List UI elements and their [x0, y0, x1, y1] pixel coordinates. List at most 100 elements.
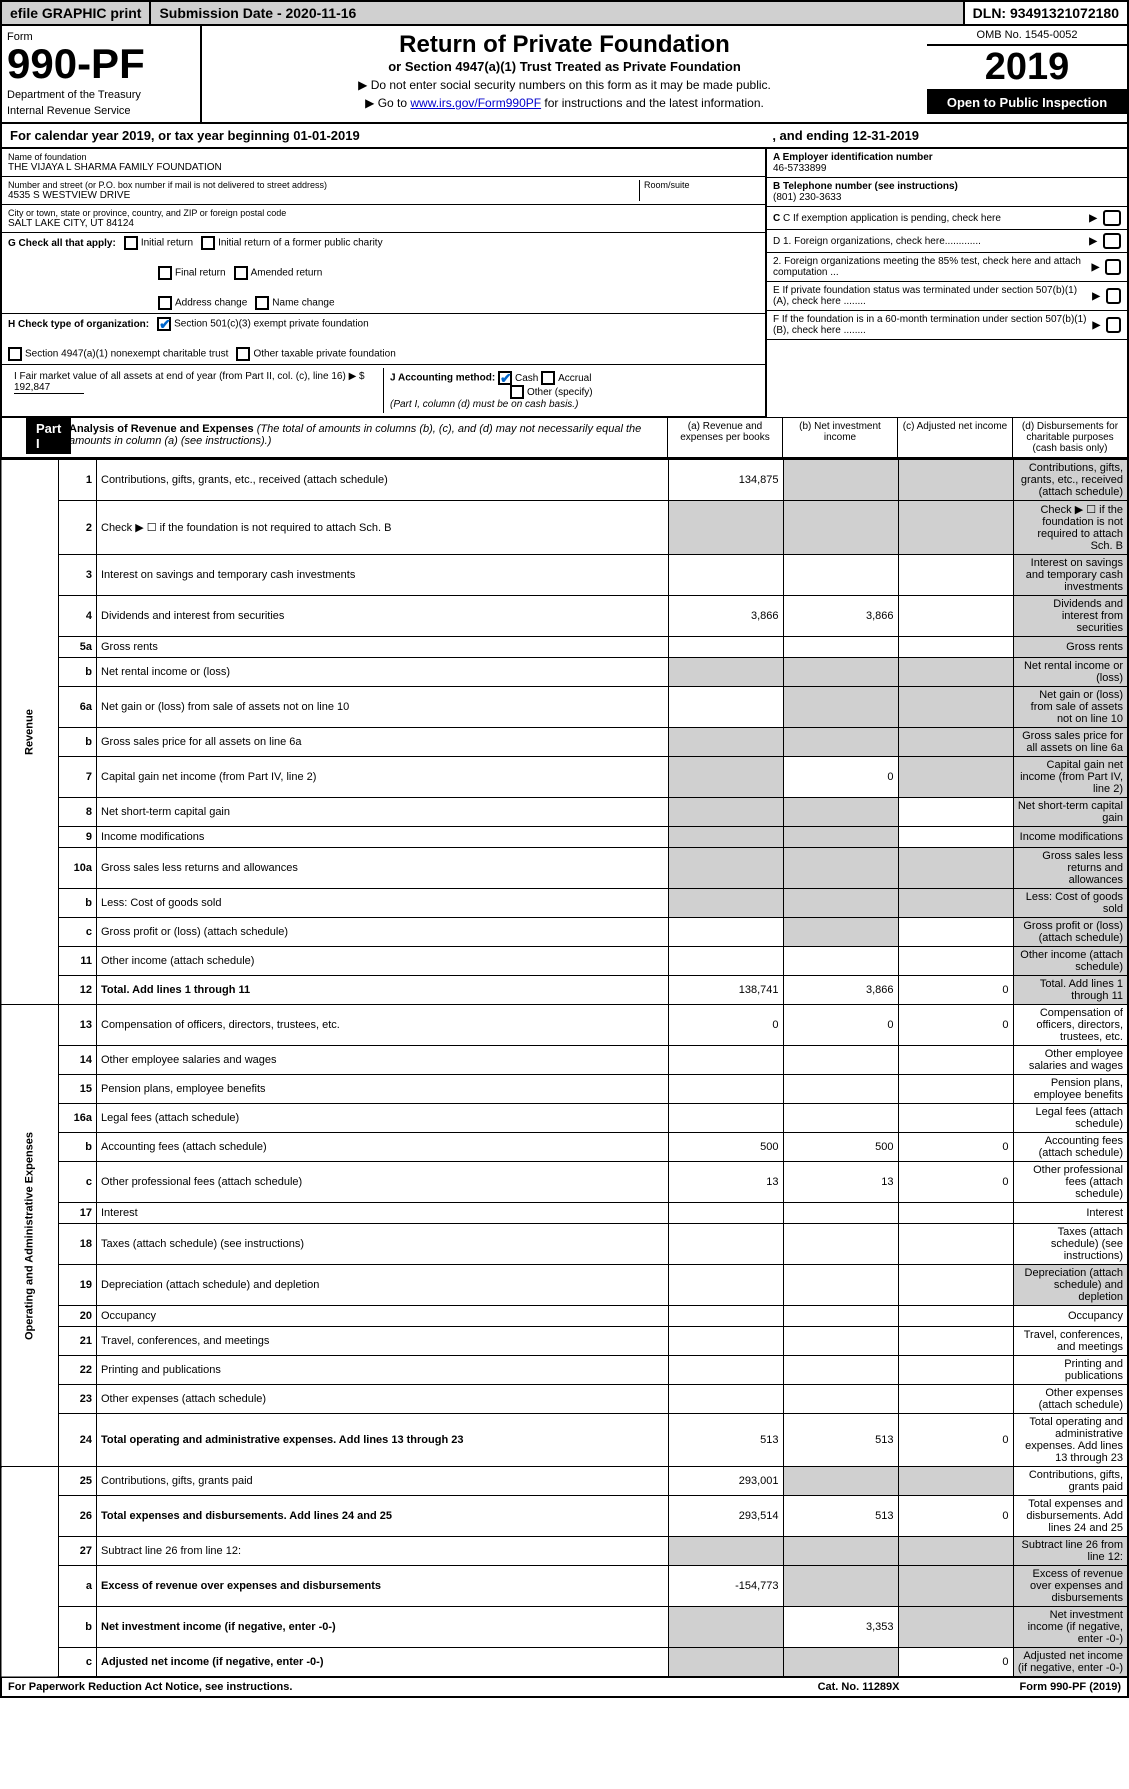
- line-description: Contributions, gifts, grants paid: [97, 1467, 669, 1496]
- cell-b: 0: [783, 1005, 898, 1046]
- cb-cash[interactable]: [498, 371, 512, 385]
- cell-c: [898, 1356, 1013, 1385]
- ein-value: 46-5733899: [773, 163, 1121, 174]
- table-row: 21Travel, conferences, and meetingsTrave…: [1, 1327, 1128, 1356]
- cb-accrual[interactable]: [541, 371, 555, 385]
- table-row: bGross sales price for all assets on lin…: [1, 728, 1128, 757]
- line-number: b: [59, 889, 97, 918]
- cb-501c3[interactable]: [157, 317, 171, 331]
- cell-d: Printing and publications: [1013, 1356, 1128, 1385]
- cb-e[interactable]: [1106, 288, 1121, 304]
- f-label: F If the foundation is in a 60-month ter…: [773, 314, 1087, 336]
- line-description: Total. Add lines 1 through 11: [97, 976, 669, 1005]
- cb-f[interactable]: [1106, 317, 1121, 333]
- street-address: 4535 S WESTVIEW DRIVE: [8, 190, 639, 201]
- cell-d: Legal fees (attach schedule): [1013, 1104, 1128, 1133]
- cell-c: [898, 918, 1013, 947]
- city-label: City or town, state or province, country…: [8, 208, 759, 218]
- cell-a: [668, 918, 783, 947]
- cb-address-change[interactable]: [158, 296, 172, 310]
- cb-other-taxable[interactable]: [236, 347, 250, 361]
- line-number: 16a: [59, 1104, 97, 1133]
- line-description: Income modifications: [97, 827, 669, 848]
- cell-c: [898, 1104, 1013, 1133]
- d2-label: 2. Foreign organizations meeting the 85%…: [773, 256, 1086, 278]
- cell-c: [898, 728, 1013, 757]
- cb-other-method[interactable]: [510, 385, 524, 399]
- cb-c[interactable]: [1103, 210, 1121, 226]
- phone-value: (801) 230-3633: [773, 192, 1121, 203]
- c-label: C If exemption application is pending, c…: [783, 213, 1001, 224]
- cell-d: Net rental income or (loss): [1013, 658, 1128, 687]
- table-row: 15Pension plans, employee benefitsPensio…: [1, 1075, 1128, 1104]
- cell-a: [668, 1648, 783, 1678]
- line-number: 1: [59, 460, 97, 501]
- cell-b: 500: [783, 1133, 898, 1162]
- cell-a: [668, 1224, 783, 1265]
- cb-4947[interactable]: [8, 347, 22, 361]
- table-row: 9Income modificationsIncome modification…: [1, 827, 1128, 848]
- line-description: Travel, conferences, and meetings: [97, 1327, 669, 1356]
- cell-b: 3,866: [783, 596, 898, 637]
- cell-d: Gross rents: [1013, 637, 1128, 658]
- cb-amended[interactable]: [234, 266, 248, 280]
- fmv-value: 192,847: [14, 382, 84, 394]
- table-row: bLess: Cost of goods soldLess: Cost of g…: [1, 889, 1128, 918]
- cell-c: 0: [898, 1648, 1013, 1678]
- line-description: Pension plans, employee benefits: [97, 1075, 669, 1104]
- cell-c: [898, 848, 1013, 889]
- j-label: J Accounting method:: [390, 373, 495, 384]
- cb-d2[interactable]: [1105, 259, 1121, 275]
- cell-a: 138,741: [668, 976, 783, 1005]
- table-row: 20OccupancyOccupancy: [1, 1306, 1128, 1327]
- cb-d1[interactable]: [1103, 233, 1121, 249]
- line-description: Dividends and interest from securities: [97, 596, 669, 637]
- line-number: 8: [59, 798, 97, 827]
- col-d-head: (d) Disbursements for charitable purpose…: [1012, 418, 1127, 457]
- line-description: Printing and publications: [97, 1356, 669, 1385]
- line-number: c: [59, 918, 97, 947]
- cell-c: [898, 1306, 1013, 1327]
- cell-d: Accounting fees (attach schedule): [1013, 1133, 1128, 1162]
- cell-a: [668, 637, 783, 658]
- cell-d: Net gain or (loss) from sale of assets n…: [1013, 687, 1128, 728]
- cell-d: Total expenses and disbursements. Add li…: [1013, 1496, 1128, 1537]
- cell-d: Other expenses (attach schedule): [1013, 1385, 1128, 1414]
- h-label: H Check type of organization:: [8, 319, 149, 330]
- line-description: Occupancy: [97, 1306, 669, 1327]
- line-number: b: [59, 1133, 97, 1162]
- cell-b: [783, 827, 898, 848]
- efile-print-button[interactable]: efile GRAPHIC print: [2, 2, 151, 24]
- cell-a: [668, 555, 783, 596]
- cell-c: [898, 637, 1013, 658]
- line-number: 24: [59, 1414, 97, 1467]
- top-bar: efile GRAPHIC print Submission Date - 20…: [0, 0, 1129, 26]
- cb-initial-return[interactable]: [124, 236, 138, 250]
- table-row: 8Net short-term capital gainNet short-te…: [1, 798, 1128, 827]
- line-description: Subtract line 26 from line 12:: [97, 1537, 669, 1566]
- omb-number: OMB No. 1545-0052: [927, 26, 1127, 46]
- line-description: Other professional fees (attach schedule…: [97, 1162, 669, 1203]
- cell-b: [783, 658, 898, 687]
- cell-a: [668, 1104, 783, 1133]
- cb-final-return[interactable]: [158, 266, 172, 280]
- cell-d: Taxes (attach schedule) (see instruction…: [1013, 1224, 1128, 1265]
- e-label: E If private foundation status was termi…: [773, 285, 1086, 307]
- line-description: Net short-term capital gain: [97, 798, 669, 827]
- line-number: 25: [59, 1467, 97, 1496]
- cell-b: [783, 947, 898, 976]
- cb-initial-former[interactable]: [201, 236, 215, 250]
- line-number: 5a: [59, 637, 97, 658]
- cell-c: [898, 798, 1013, 827]
- cell-b: [783, 1224, 898, 1265]
- cell-a: 13: [668, 1162, 783, 1203]
- form-link[interactable]: www.irs.gov/Form990PF: [410, 96, 541, 110]
- cell-b: [783, 1356, 898, 1385]
- cell-b: [783, 728, 898, 757]
- open-public-badge: Open to Public Inspection: [927, 91, 1127, 114]
- line-number: 15: [59, 1075, 97, 1104]
- cell-d: Other employee salaries and wages: [1013, 1046, 1128, 1075]
- cell-c: [898, 1467, 1013, 1496]
- cell-d: Total. Add lines 1 through 11: [1013, 976, 1128, 1005]
- cb-name-change[interactable]: [255, 296, 269, 310]
